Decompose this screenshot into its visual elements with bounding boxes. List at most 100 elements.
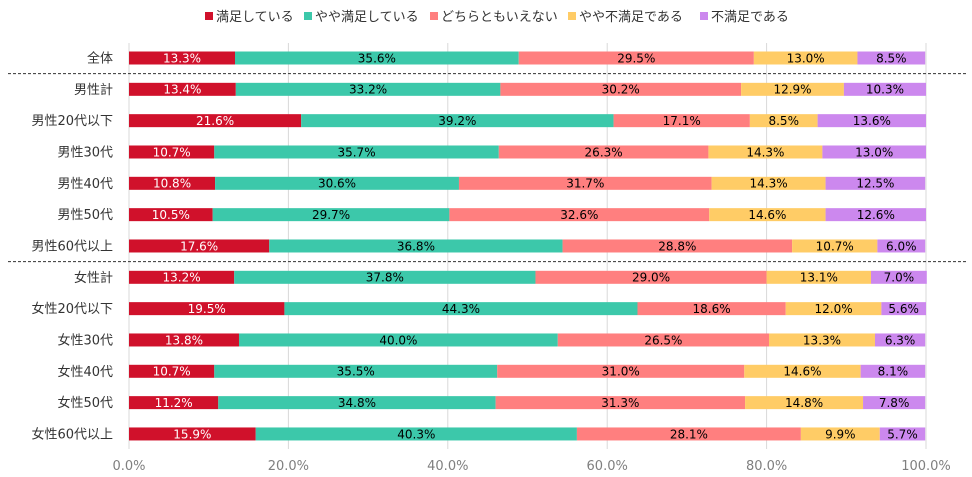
data-label: 32.6% [560,208,598,222]
data-label: 13.4% [163,83,201,97]
bar-segment [877,239,926,253]
bar-row: 19.5% 44.3% 18.6% 12.0% 5.6% [129,302,926,316]
bar-row: 10.7% 35.7% 26.3% 14.3% 13.0% [129,145,926,159]
bar-row: 17.6% 36.8% 28.8% 10.7% 6.0% [129,239,926,253]
bar-segment [562,239,793,253]
data-label: 12.6% [857,208,895,222]
data-label: 28.1% [670,427,708,441]
bar-segment [874,333,926,347]
bar-segment [863,396,926,410]
bar-row: 13.8% 40.0% 26.5% 13.3% 6.3% [129,333,926,347]
legend-swatch [430,12,438,20]
bar-segment [129,333,239,347]
data-label: 7.8% [879,396,910,410]
data-label: 29.0% [632,271,670,285]
category-label: 男性30代 [57,145,113,160]
bar-segment [284,302,638,316]
bar-segment [212,208,450,222]
bar-segment [741,82,844,96]
legend-swatch [304,12,312,20]
bar-segment [860,364,926,378]
legend-item: 満足している [205,10,294,25]
data-label: 12.5% [856,177,894,191]
data-label: 10.7% [153,365,191,379]
data-label: 44.3% [442,302,480,316]
bar-segment [613,114,750,128]
bar-row: 13.3% 35.6% 29.5% 13.0% 8.5% [129,51,926,65]
data-label: 10.3% [866,83,904,97]
bar-segment [785,302,882,316]
bar-segment [708,145,823,159]
bar-segment [879,427,926,441]
data-label: 34.8% [338,396,376,410]
x-tick-label: 40.0% [427,459,468,474]
bar-segment [458,176,712,190]
data-label: 8.5% [768,114,799,128]
data-label: 6.3% [885,333,916,347]
bar-row: 15.9% 40.3% 28.1% 9.9% 5.7% [129,427,926,441]
data-label: 40.3% [397,427,435,441]
data-label: 6.0% [886,239,917,253]
data-label: 39.2% [438,114,476,128]
data-label: 5.7% [887,427,918,441]
bar-segment [557,333,769,347]
bar-segment [535,270,767,284]
bar-segment [449,208,710,222]
data-label: 31.7% [566,177,604,191]
bar-segment [822,145,926,159]
data-label: 36.8% [397,239,435,253]
bar-segment [768,333,875,347]
bar-segment [711,176,826,190]
category-label: 女性50代 [57,395,113,411]
data-label: 13.1% [800,271,838,285]
legend-swatch [568,12,576,20]
data-label: 13.2% [163,271,201,285]
bar-segment [871,270,927,284]
data-label: 37.8% [366,271,404,285]
data-label: 12.9% [773,83,811,97]
bar-row: 21.6% 39.2% 17.1% 8.5% 13.6% [129,114,926,128]
bar-segment [234,270,536,284]
legend-label: 満足している [216,10,294,25]
bar-row: 13.4% 33.2% 30.2% 12.9% 10.3% [129,83,926,97]
data-label: 15.9% [173,427,211,441]
bar-segment [301,114,614,128]
data-label: 8.5% [876,51,907,65]
category-label: 男性20代以下 [31,114,113,129]
x-tick-label: 0.0% [112,459,145,474]
data-label: 13.3% [803,333,841,347]
bar-segment [709,208,826,222]
data-label: 11.2% [155,396,193,410]
bar-segment [825,176,926,190]
bar-segment [129,176,216,190]
data-label: 10.7% [816,239,854,253]
legend-swatch [205,12,213,20]
legend-item: どちらともいえない [430,10,558,25]
data-label: 13.3% [163,51,201,65]
data-label: 26.3% [585,145,623,159]
data-label: 13.0% [787,51,825,65]
x-axis-ticks: 0.0% 20.0% 40.0% 60.0% 80.0% 100.0% [112,459,950,474]
category-labels: 全体男性計男性20代以下男性30代男性40代男性50代男性60代以上女性計女性2… [31,51,113,443]
data-label: 10.5% [152,208,190,222]
bar-segment [129,82,236,96]
data-label: 14.6% [783,365,821,379]
bar-segment [238,333,558,347]
data-label: 7.0% [884,271,915,285]
category-label: 男性50代 [57,208,113,223]
legend-swatch [700,12,708,20]
data-label: 18.6% [693,302,731,316]
data-label: 35.5% [337,365,375,379]
bar-segment [129,427,256,441]
category-label: 女性60代以上 [31,426,113,442]
x-tick-label: 100.0% [901,459,951,474]
data-label: 12.0% [814,302,852,316]
legend-label: やや不満足である [579,10,683,25]
bar-row: 10.5% 29.7% 32.6% 14.6% 12.6% [129,208,926,222]
bar-segment [129,145,215,159]
data-label: 28.8% [658,239,696,253]
data-label: 31.3% [601,396,639,410]
x-tick-label: 80.0% [746,459,787,474]
legend-label: やや満足している [315,10,419,25]
